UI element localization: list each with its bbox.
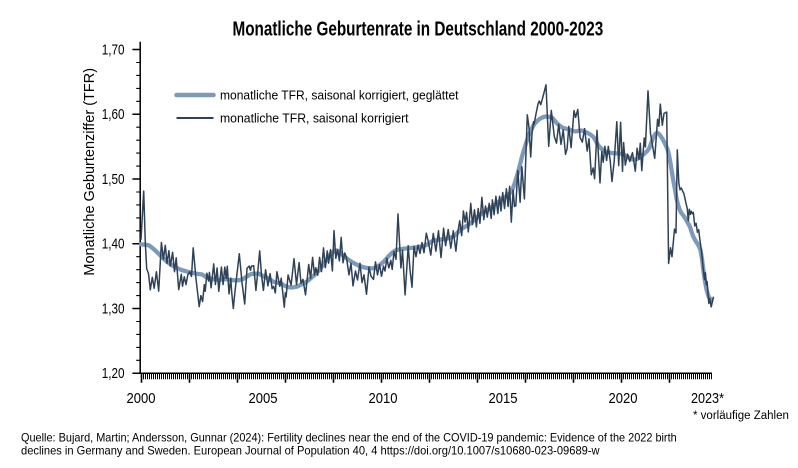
- svg-text:Monatliche Geburtenrate in Deu: Monatliche Geburtenrate in Deutschland 2…: [233, 18, 604, 40]
- svg-text:declines in Germany and Sweden: declines in Germany and Sweden. European…: [21, 445, 600, 457]
- svg-text:1,40: 1,40: [102, 235, 125, 252]
- svg-text:1,50: 1,50: [102, 171, 125, 188]
- svg-text:monatliche TFR, saisonal korri: monatliche TFR, saisonal korrigiert: [220, 111, 409, 125]
- svg-text:Monatliche Geburtenziffer (TFR: Monatliche Geburtenziffer (TFR): [82, 68, 98, 276]
- svg-text:2023*: 2023*: [691, 390, 725, 406]
- svg-text:* vorläufige Zahlen: * vorläufige Zahlen: [693, 410, 789, 422]
- svg-text:1,20: 1,20: [102, 365, 125, 382]
- svg-text:2010: 2010: [369, 390, 398, 406]
- svg-text:2015: 2015: [489, 390, 518, 406]
- svg-text:1,60: 1,60: [102, 106, 125, 123]
- svg-text:2020: 2020: [609, 390, 638, 406]
- svg-text:1,70: 1,70: [102, 41, 125, 58]
- svg-text:2000: 2000: [127, 390, 156, 406]
- svg-text:monatliche TFR, saisonal korri: monatliche TFR, saisonal korrigiert, geg…: [220, 88, 459, 103]
- svg-text:2005: 2005: [249, 390, 278, 406]
- svg-text:1,30: 1,30: [102, 300, 125, 317]
- svg-text:Quelle: Bujard, Martin; Anders: Quelle: Bujard, Martin; Andersson, Gunna…: [21, 432, 677, 444]
